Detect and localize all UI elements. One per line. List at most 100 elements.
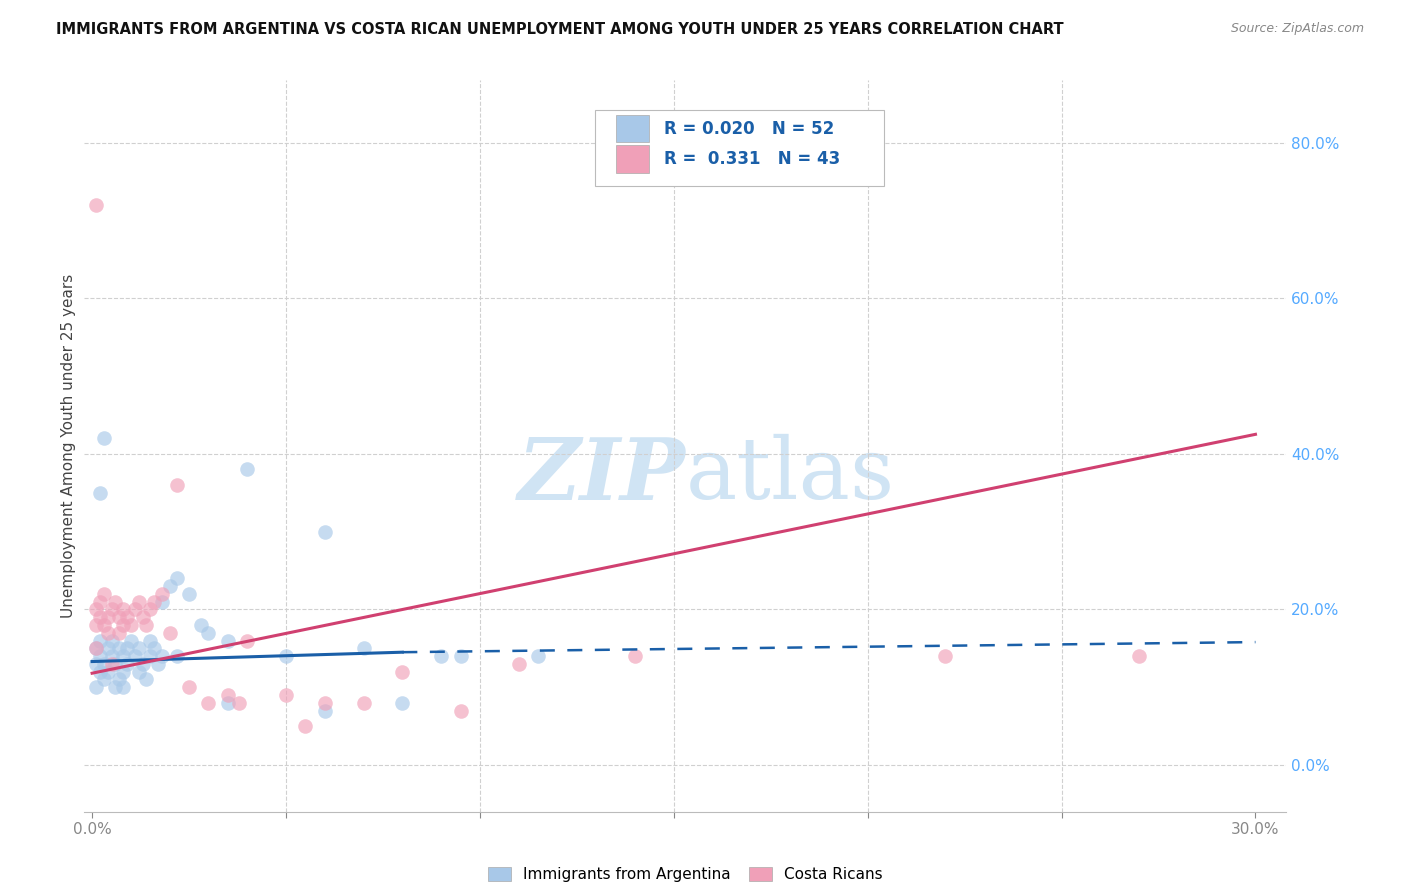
Point bbox=[314, 696, 336, 710]
FancyBboxPatch shape bbox=[616, 115, 650, 143]
Point bbox=[104, 680, 127, 694]
Point bbox=[450, 649, 472, 664]
Point bbox=[314, 704, 336, 718]
Point bbox=[93, 618, 115, 632]
Point bbox=[120, 633, 142, 648]
Point bbox=[104, 657, 127, 671]
Point bbox=[353, 696, 375, 710]
Point bbox=[115, 641, 138, 656]
Point bbox=[89, 594, 111, 608]
Point bbox=[100, 602, 122, 616]
Point bbox=[143, 641, 166, 656]
FancyBboxPatch shape bbox=[595, 110, 884, 186]
Text: R = 0.020   N = 52: R = 0.020 N = 52 bbox=[664, 120, 834, 137]
Point bbox=[391, 696, 413, 710]
Point bbox=[115, 657, 138, 671]
Point bbox=[84, 680, 107, 694]
Point bbox=[177, 680, 200, 694]
Point bbox=[624, 649, 647, 664]
Point bbox=[128, 665, 150, 679]
Point bbox=[166, 649, 188, 664]
Point bbox=[108, 673, 131, 687]
Point bbox=[353, 641, 375, 656]
Point bbox=[93, 657, 115, 671]
Point bbox=[112, 680, 135, 694]
Point bbox=[217, 688, 239, 702]
Point bbox=[131, 610, 153, 624]
Point bbox=[115, 610, 138, 624]
Point bbox=[108, 641, 131, 656]
Point bbox=[527, 649, 550, 664]
Point bbox=[391, 665, 413, 679]
Point bbox=[112, 665, 135, 679]
Point bbox=[128, 641, 150, 656]
Point bbox=[100, 649, 122, 664]
Point bbox=[166, 571, 188, 585]
Point bbox=[934, 649, 956, 664]
Point bbox=[450, 704, 472, 718]
Point bbox=[274, 688, 297, 702]
Point bbox=[97, 641, 120, 656]
Point bbox=[84, 602, 107, 616]
Point bbox=[146, 657, 169, 671]
Point bbox=[97, 610, 120, 624]
Point bbox=[89, 610, 111, 624]
Text: ZIP: ZIP bbox=[517, 434, 686, 517]
Point bbox=[84, 657, 107, 671]
Point bbox=[159, 625, 181, 640]
Point bbox=[236, 462, 259, 476]
Point bbox=[112, 602, 135, 616]
Point bbox=[294, 719, 316, 733]
Point bbox=[159, 579, 181, 593]
Point bbox=[131, 657, 153, 671]
Point bbox=[84, 641, 107, 656]
FancyBboxPatch shape bbox=[616, 145, 650, 173]
Point bbox=[89, 633, 111, 648]
Legend: Immigrants from Argentina, Costa Ricans: Immigrants from Argentina, Costa Ricans bbox=[482, 861, 889, 888]
Point bbox=[190, 618, 212, 632]
Point bbox=[120, 618, 142, 632]
Point bbox=[93, 587, 115, 601]
Point bbox=[112, 618, 135, 632]
Point bbox=[150, 649, 173, 664]
Point bbox=[128, 594, 150, 608]
Point bbox=[124, 649, 146, 664]
Point bbox=[274, 649, 297, 664]
Point bbox=[93, 431, 115, 445]
Point bbox=[143, 594, 166, 608]
Point bbox=[112, 649, 135, 664]
Point bbox=[89, 649, 111, 664]
Point bbox=[89, 485, 111, 500]
Point bbox=[97, 665, 120, 679]
Point bbox=[104, 594, 127, 608]
Point bbox=[135, 618, 157, 632]
Point bbox=[139, 649, 162, 664]
Point bbox=[150, 594, 173, 608]
Point bbox=[100, 657, 122, 671]
Point bbox=[217, 696, 239, 710]
Text: IMMIGRANTS FROM ARGENTINA VS COSTA RICAN UNEMPLOYMENT AMONG YOUTH UNDER 25 YEARS: IMMIGRANTS FROM ARGENTINA VS COSTA RICAN… bbox=[56, 22, 1064, 37]
Point bbox=[217, 633, 239, 648]
Point bbox=[108, 625, 131, 640]
Point bbox=[177, 587, 200, 601]
Point bbox=[197, 696, 219, 710]
Point bbox=[89, 665, 111, 679]
Text: R =  0.331   N = 43: R = 0.331 N = 43 bbox=[664, 150, 839, 169]
Point bbox=[166, 478, 188, 492]
Point bbox=[97, 625, 120, 640]
Point bbox=[93, 673, 115, 687]
Point bbox=[197, 625, 219, 640]
Text: atlas: atlas bbox=[686, 434, 894, 516]
Point bbox=[124, 602, 146, 616]
Point bbox=[139, 602, 162, 616]
Point bbox=[508, 657, 530, 671]
Point bbox=[236, 633, 259, 648]
Point bbox=[1128, 649, 1150, 664]
Point bbox=[135, 673, 157, 687]
Point bbox=[108, 610, 131, 624]
Point bbox=[100, 633, 122, 648]
Point bbox=[228, 696, 250, 710]
Point bbox=[150, 587, 173, 601]
Point bbox=[430, 649, 453, 664]
Point bbox=[84, 198, 107, 212]
